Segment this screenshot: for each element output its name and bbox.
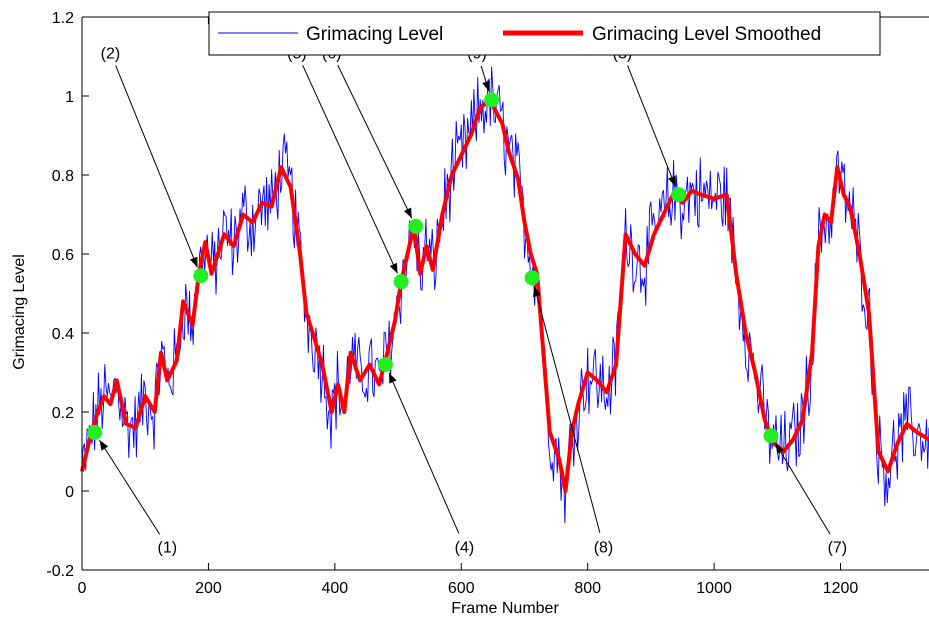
- annotation-label: (1): [158, 539, 178, 556]
- annotation-arrow: [337, 64, 413, 219]
- x-tick-label: 800: [574, 580, 601, 597]
- annotation-label: (8): [594, 539, 614, 556]
- marker-point: [671, 187, 687, 203]
- marker-point: [484, 92, 500, 108]
- annotation-arrow: [302, 65, 398, 274]
- x-tick-label: 0: [78, 580, 87, 597]
- y-tick-label: 0.8: [52, 168, 74, 185]
- marker-point: [377, 357, 393, 373]
- annotation-arrow: [115, 65, 198, 268]
- legend: Grimacing Level Grimacing Level Smoothed: [208, 11, 881, 56]
- legend-label-raw: Grimacing Level: [306, 24, 443, 45]
- marker-point: [763, 428, 779, 444]
- annotation-arrow: [388, 372, 460, 534]
- y-tick-label: 0: [65, 484, 74, 501]
- annotation-arrow: [627, 65, 676, 187]
- annotation-arrow: [533, 286, 601, 533]
- y-tick-label: -0.2: [46, 563, 74, 580]
- y-tick-label: 0.4: [52, 326, 74, 343]
- marker-point: [87, 425, 103, 441]
- marker-point: [193, 268, 209, 284]
- x-tick-label: 1000: [696, 580, 732, 597]
- annotation-label: (2): [101, 46, 121, 63]
- annotation-arrow: [99, 439, 161, 535]
- x-tick-label: 1200: [823, 580, 859, 597]
- y-axis-label: Grimacing Level: [11, 254, 28, 370]
- annotation-arrow: [775, 443, 831, 535]
- y-tick-label: 1.2: [52, 10, 74, 27]
- marker-layer: (1)(2)(3)(4)(5)(6)(7)(8)(9): [87, 46, 848, 556]
- series-raw-line: [81, 66, 929, 524]
- y-tick-label: 1: [65, 89, 74, 106]
- x-axis-label: Frame Number: [451, 600, 559, 617]
- annotation-label: (7): [828, 539, 848, 556]
- marker-point: [408, 218, 424, 234]
- y-tick-label: 0.6: [52, 247, 74, 264]
- annotation-label: (4): [455, 539, 475, 556]
- x-tick-label: 400: [321, 580, 348, 597]
- marker-point: [393, 274, 409, 290]
- plot-area: [82, 17, 929, 570]
- annotation-arrow: [480, 65, 490, 92]
- legend-label-smoothed: Grimacing Level Smoothed: [592, 24, 821, 45]
- marker-point: [524, 270, 540, 286]
- y-tick-label: 0.2: [52, 405, 74, 422]
- x-tick-label: 600: [448, 580, 475, 597]
- x-tick-label: 200: [195, 580, 222, 597]
